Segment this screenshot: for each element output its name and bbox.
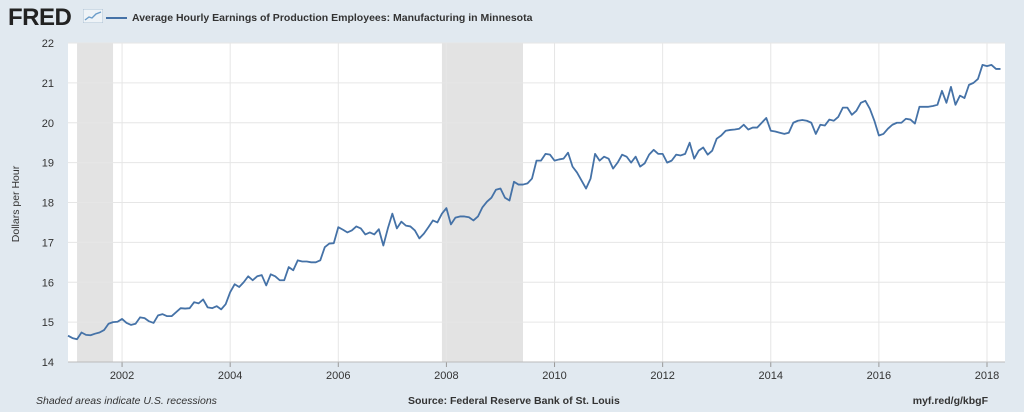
x-tick-label: 2004 xyxy=(218,370,242,382)
recession-note: Shaded areas indicate U.S. recessions xyxy=(36,395,217,407)
y-tick-label: 15 xyxy=(42,317,54,329)
x-tick-label: 2006 xyxy=(326,370,350,382)
legend-line-swatch xyxy=(106,17,127,19)
x-tick-label: 2018 xyxy=(975,370,999,382)
series-line xyxy=(67,64,1001,341)
y-tick-label: 19 xyxy=(42,158,54,170)
y-tick-label: 18 xyxy=(42,198,54,210)
y-tick-label: 16 xyxy=(42,277,54,289)
y-tick-label: 20 xyxy=(42,118,54,130)
x-tick-label: 2012 xyxy=(650,370,674,382)
x-tick-label: 2002 xyxy=(110,370,134,382)
x-tick-label: 2008 xyxy=(434,370,458,382)
y-tick-label: 17 xyxy=(42,237,54,249)
source-text: Source: Federal Reserve Bank of St. Loui… xyxy=(408,395,620,407)
y-tick-label: 21 xyxy=(42,78,54,90)
fred-logo[interactable]: FRED xyxy=(8,4,72,31)
x-tick-label: 2014 xyxy=(759,370,783,382)
short-url[interactable]: myf.red/g/kbgF xyxy=(912,395,988,407)
x-tick-label: 2010 xyxy=(542,370,566,382)
x-tick-label: 2016 xyxy=(867,370,891,382)
y-tick-label: 14 xyxy=(42,357,54,369)
y-tick-label: 22 xyxy=(42,38,54,50)
fred-chart-icon xyxy=(83,9,103,23)
chart-title: Average Hourly Earnings of Production Em… xyxy=(132,12,533,24)
chart-legend[interactable]: Average Hourly Earnings of Production Em… xyxy=(106,10,532,26)
chart-header: FRED Average Hourly Earnings of Producti… xyxy=(0,0,1024,34)
